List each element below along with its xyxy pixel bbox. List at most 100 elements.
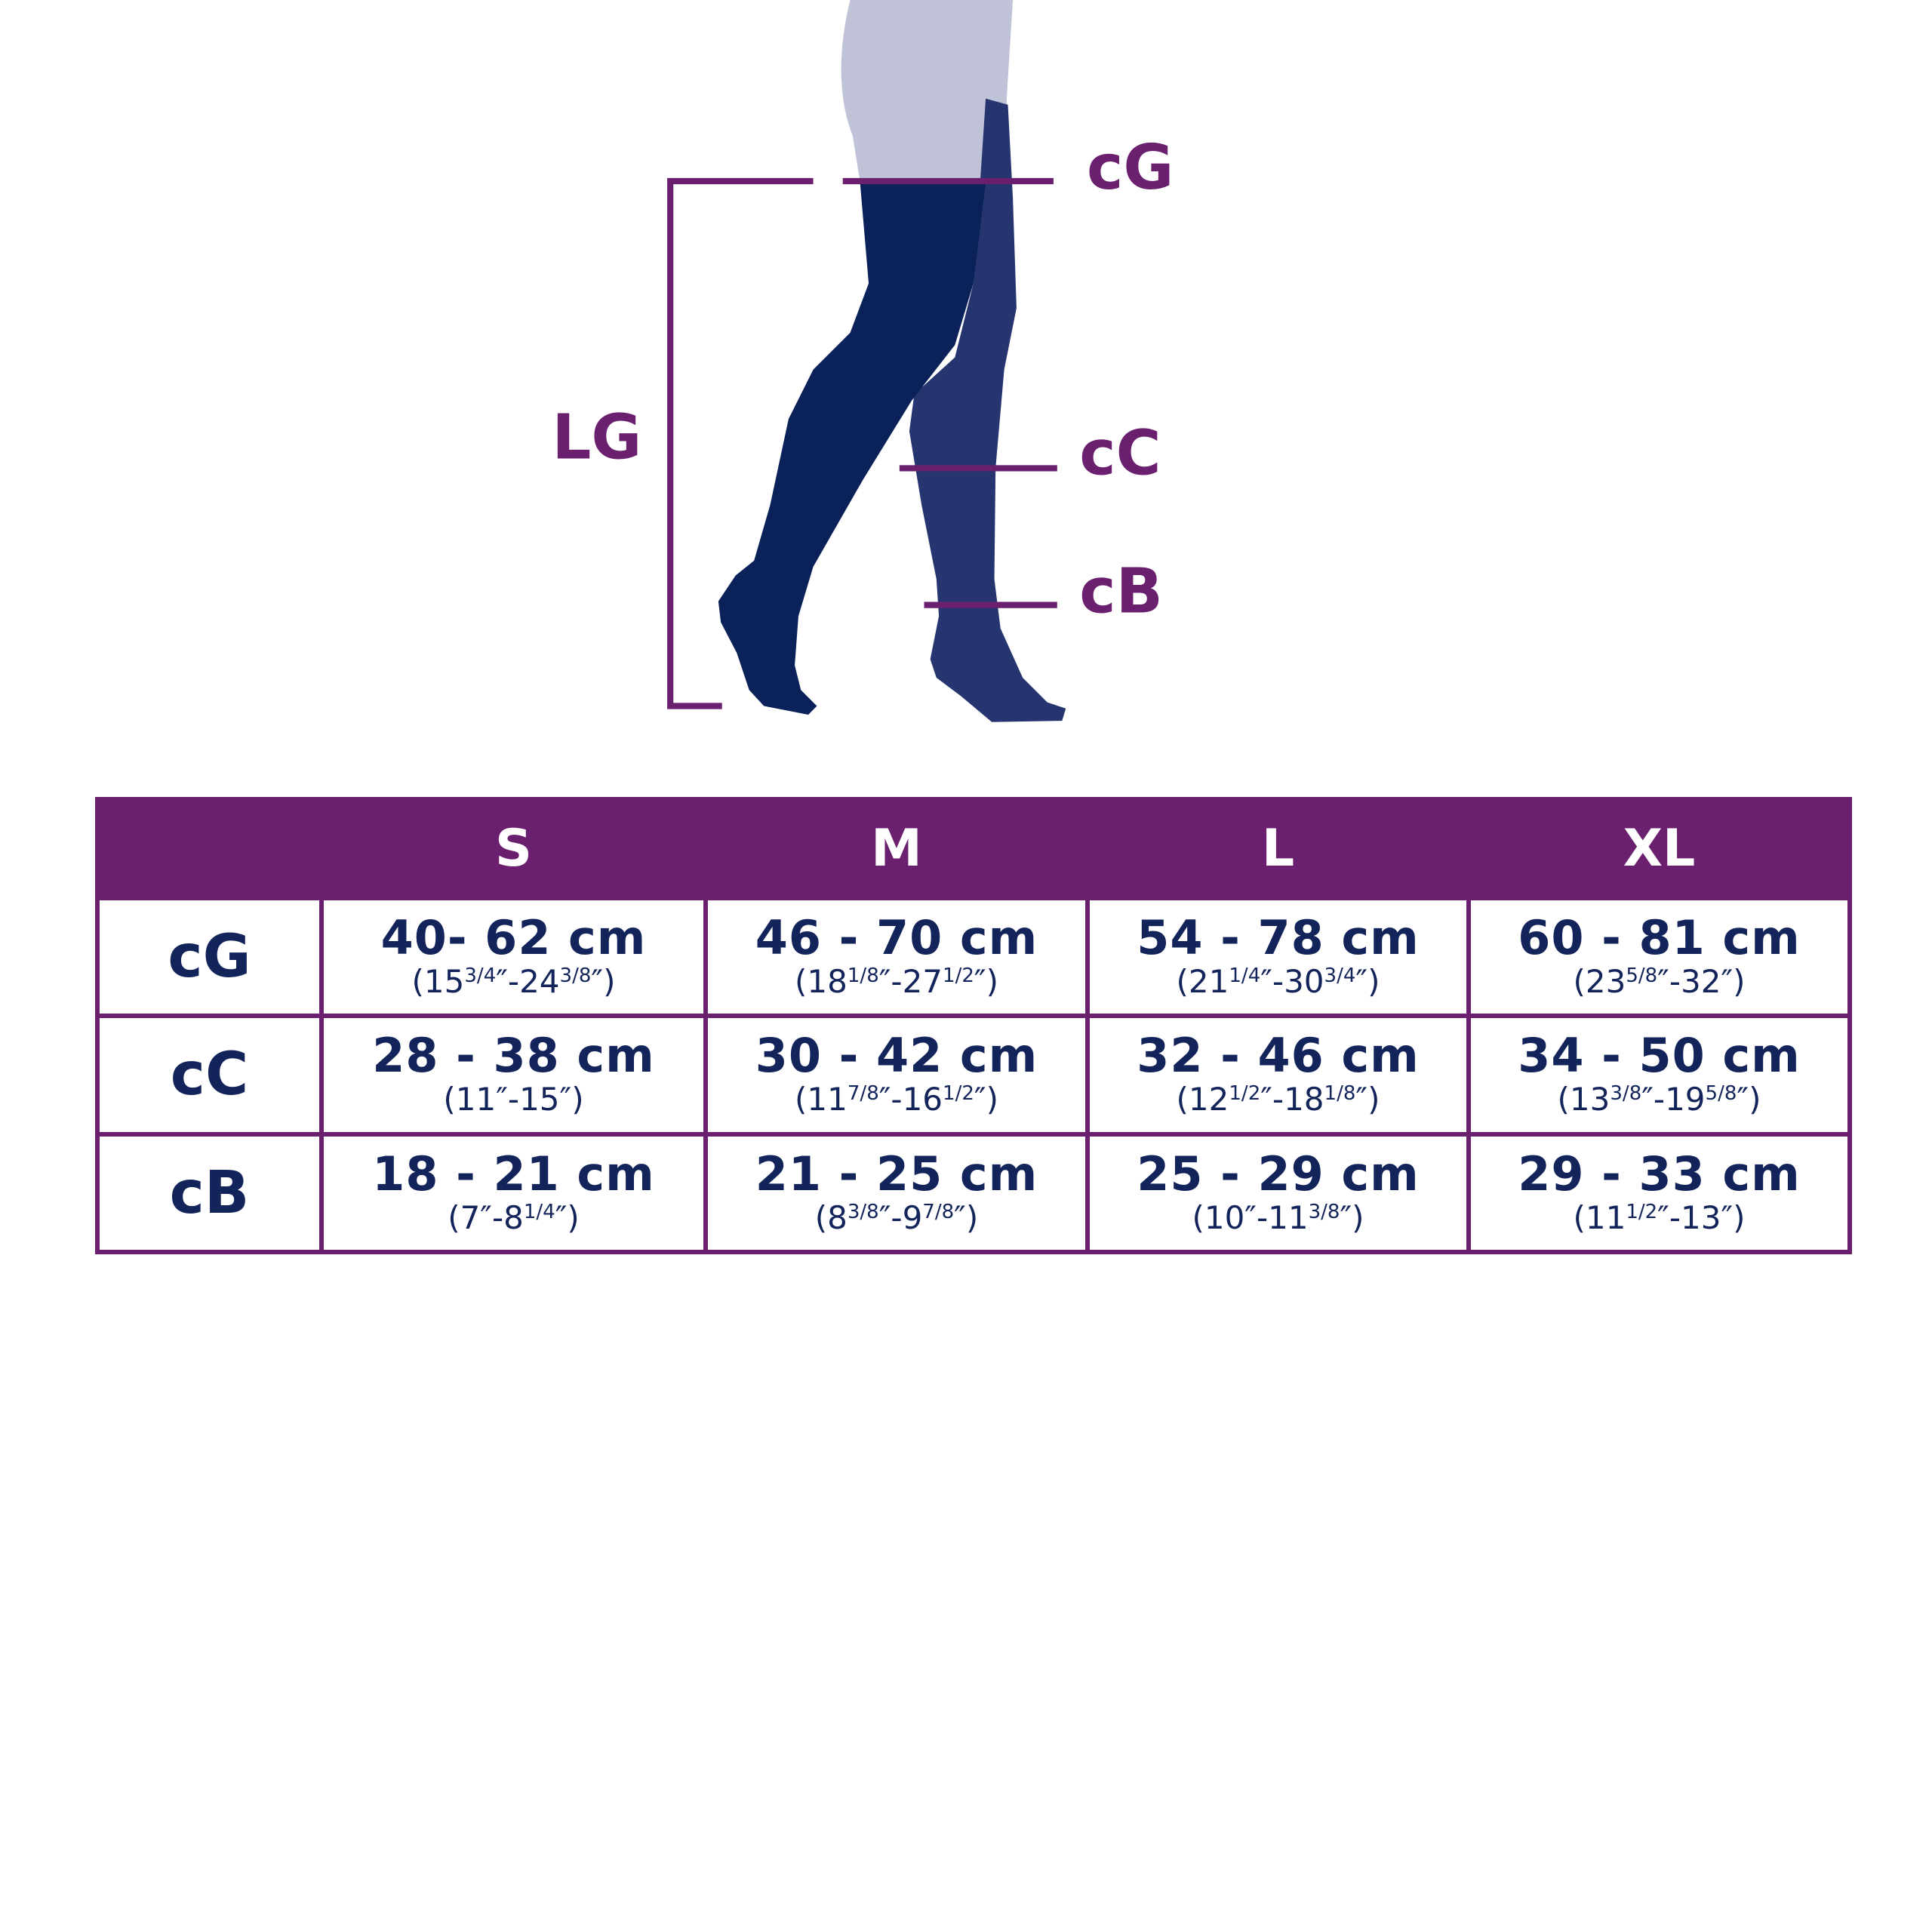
size-header-row: S M L XL: [95, 797, 1852, 900]
cm-range: 54 - 78 cm: [1137, 910, 1420, 966]
inch-text: (15: [411, 963, 465, 1001]
back-leg-stocking: [909, 98, 1066, 722]
inch-text: ″): [1340, 1198, 1364, 1236]
inch-range: (181/8″-271/2″): [708, 964, 1085, 999]
inch-fraction: 1/2: [1626, 1200, 1658, 1223]
row-label: cC: [95, 1014, 324, 1137]
measure-cell: 18 - 21 cm (7″-81/4″): [319, 1131, 708, 1255]
inch-fraction: 1/4: [1229, 964, 1261, 988]
lg-label: LG: [552, 401, 641, 473]
inch-text: ″): [1737, 1081, 1761, 1118]
table-row-cg: cG 40- 62 cm (153/4″-243/8″) 46 - 70 cm (181…: [95, 895, 1852, 1019]
measure-cell: 29 - 33 cm (111/2″-13″): [1466, 1131, 1852, 1255]
measure-cell: 28 - 38 cm (11″-15″): [319, 1014, 708, 1137]
inch-range: (7″-81/4″): [324, 1198, 703, 1236]
table-row-cc: cC 28 - 38 cm (11″-15″) 30 - 42 cm (117/8″-1…: [95, 1014, 1852, 1137]
inch-text: ″-19: [1641, 1081, 1706, 1118]
inch-range: (211/4″-303/4″): [1090, 964, 1466, 999]
inch-text: ″): [1355, 963, 1380, 1001]
cm-range: 32 - 46 cm: [1137, 1028, 1420, 1084]
inch-text: ″-24: [496, 963, 560, 1001]
cm-range: 21 - 25 cm: [755, 1146, 1038, 1201]
thigh-skin: [841, 0, 1014, 198]
measure-cell: 32 - 46 cm (121/2″-181/8″): [1085, 1014, 1471, 1137]
inch-text: ″-16: [878, 1081, 943, 1118]
cm-range: 18 - 21 cm: [372, 1146, 655, 1201]
cm-range: 30 - 42 cm: [755, 1028, 1038, 1084]
front-leg-stocking: [718, 182, 986, 715]
measure-cell: 60 - 81 cm (235/8″-32″): [1466, 895, 1852, 1019]
inch-text: ″): [1355, 1081, 1380, 1118]
inch-range: (111/2″-13″): [1471, 1198, 1847, 1236]
inch-text: ″): [974, 1081, 998, 1118]
inch-fraction: 1/2: [943, 964, 974, 988]
inch-text: ″): [555, 1198, 580, 1236]
measure-cell: 54 - 78 cm (211/4″-303/4″): [1085, 895, 1471, 1019]
inch-text: ″-32″): [1657, 963, 1746, 1001]
inch-fraction: 3/4: [1324, 964, 1356, 988]
inch-fraction: 5/8: [1626, 964, 1658, 988]
measure-cell: 21 - 25 cm (83/8″-97/8″): [703, 1131, 1090, 1255]
inch-fraction: 3/4: [464, 964, 497, 988]
inch-text: ″): [591, 963, 616, 1001]
inch-text: (21: [1176, 963, 1229, 1001]
inch-range: (153/4″-243/8″): [324, 964, 703, 999]
cm-range: 28 - 38 cm: [372, 1028, 655, 1084]
inch-text: (8: [814, 1198, 848, 1236]
cm-range: 29 - 33 cm: [1518, 1146, 1801, 1201]
inch-fraction: 1/8: [1324, 1082, 1356, 1106]
inch-text: ″-9: [878, 1198, 923, 1236]
inch-text: (23: [1573, 963, 1626, 1001]
inch-fraction: 5/8: [1705, 1082, 1737, 1106]
size-header-m: M: [703, 797, 1090, 900]
inch-text: (18: [795, 963, 848, 1001]
measure-cell: 25 - 29 cm (10″-113/8″): [1085, 1131, 1471, 1255]
size-header-xl: XL: [1466, 797, 1852, 900]
inch-text: (11: [1573, 1198, 1626, 1236]
inch-fraction: 3/8: [847, 1200, 879, 1223]
cm-range: 34 - 50 cm: [1518, 1028, 1801, 1084]
inch-text: (11″-15″): [443, 1081, 584, 1118]
lg-length-bracket: [667, 177, 814, 709]
cm-range: 25 - 29 cm: [1137, 1146, 1420, 1201]
inch-text: ″-13″): [1657, 1198, 1746, 1236]
inch-text: (10″-11: [1192, 1198, 1309, 1236]
inch-fraction: 1/2: [1229, 1082, 1261, 1106]
inch-range: (11″-15″): [324, 1082, 703, 1117]
inch-fraction: 1/4: [523, 1200, 555, 1223]
cm-range: 46 - 70 cm: [755, 910, 1038, 966]
inch-fraction: 7/8: [847, 1082, 879, 1106]
measure-cell: 46 - 70 cm (181/8″-271/2″): [703, 895, 1090, 1019]
cg-label: cG: [1087, 132, 1174, 204]
cb-label: cB: [1079, 555, 1163, 627]
inch-range: (117/8″-161/2″): [708, 1082, 1085, 1117]
inch-range: (121/2″-181/8″): [1090, 1082, 1466, 1117]
row-label: cG: [95, 895, 324, 1019]
inch-range: (83/8″-97/8″): [708, 1198, 1085, 1236]
inch-text: ″): [974, 963, 998, 1001]
inch-fraction: 3/8: [559, 964, 592, 988]
measure-cell: 40- 62 cm (153/4″-243/8″): [319, 895, 708, 1019]
inch-fraction: 3/8: [1610, 1082, 1642, 1106]
cm-range: 60 - 81 cm: [1518, 910, 1801, 966]
inch-range: (10″-113/8″): [1090, 1198, 1466, 1236]
inch-text: ″-18: [1260, 1081, 1324, 1118]
measure-cell: 30 - 42 cm (117/8″-161/2″): [703, 1014, 1090, 1137]
inch-text: ″): [954, 1198, 979, 1236]
size-chart-table: S M L XL cG 40- 62 cm (153/4″-243/8″) 46 - …: [95, 797, 1852, 1255]
inch-text: (13: [1557, 1081, 1611, 1118]
inch-fraction: 7/8: [922, 1200, 955, 1223]
inch-text: (11: [795, 1081, 848, 1118]
inch-text: ″-30: [1260, 963, 1324, 1001]
size-header-l: L: [1085, 797, 1471, 900]
cm-range: 40- 62 cm: [380, 910, 647, 966]
inch-fraction: 3/8: [1308, 1200, 1340, 1223]
inch-fraction: 1/8: [847, 964, 879, 988]
measure-cell: 34 - 50 cm (133/8″-195/8″): [1466, 1014, 1852, 1137]
size-header-s: S: [319, 797, 708, 900]
row-label: cB: [95, 1131, 324, 1255]
inch-text: (7″-8: [448, 1198, 524, 1236]
inch-text: (12: [1176, 1081, 1229, 1118]
inch-text: ″-27: [878, 963, 943, 1001]
